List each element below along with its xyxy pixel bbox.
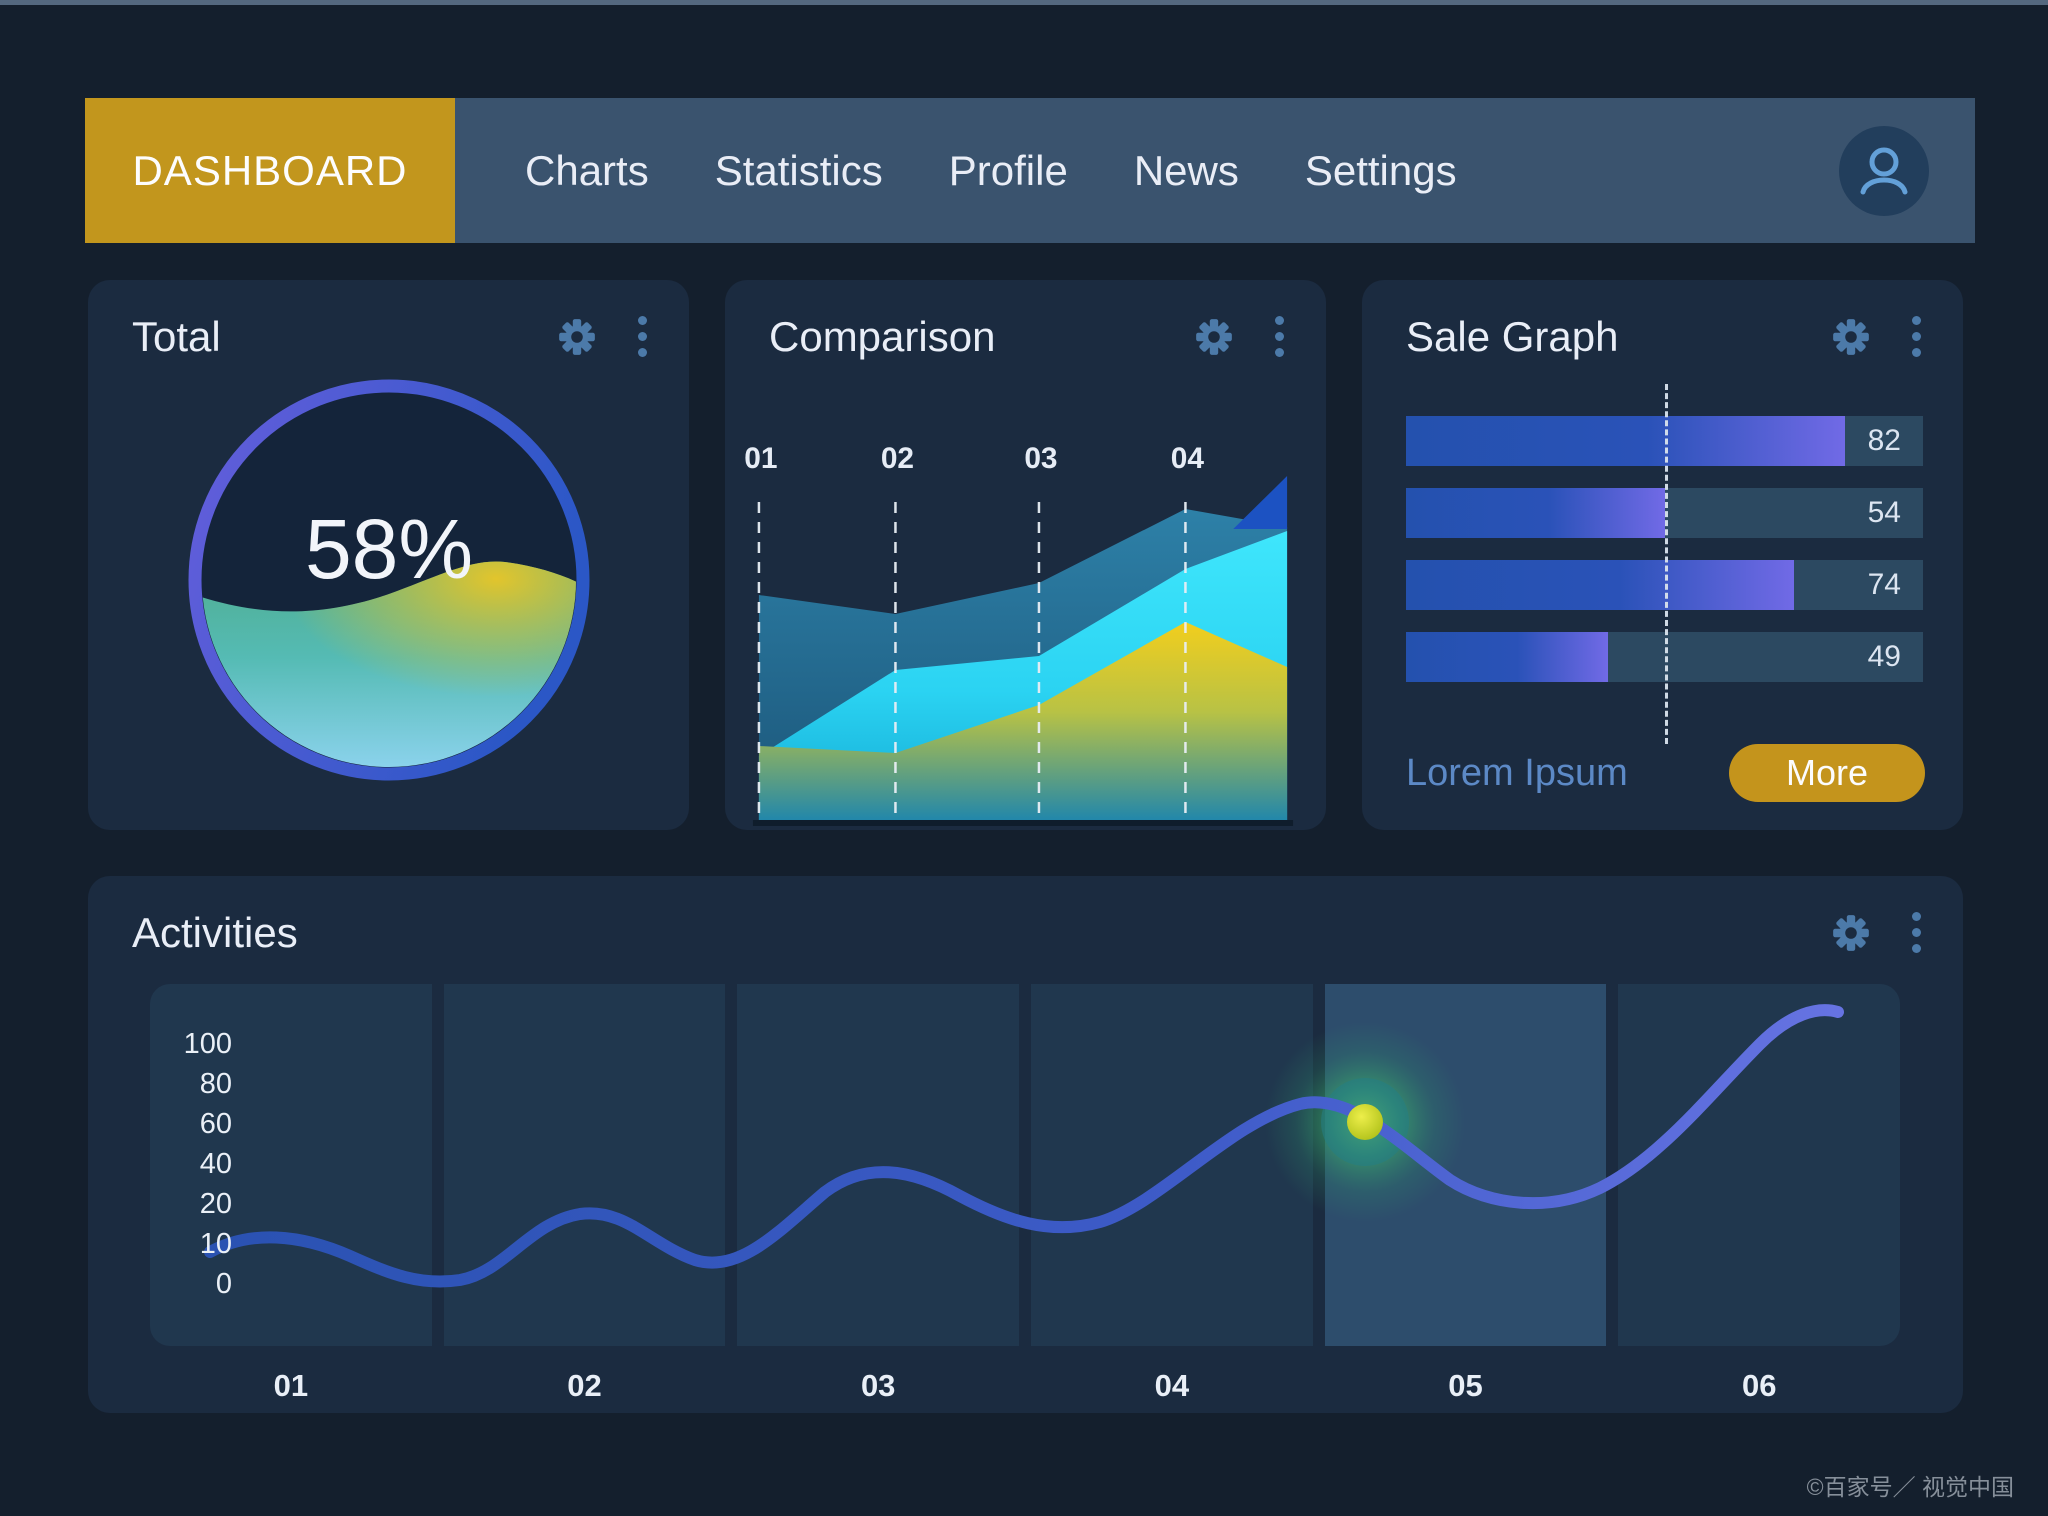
nav-item-statistics[interactable]: Statistics — [714, 146, 883, 194]
comparison-area-chart: 01 02 03 04 — [744, 442, 1294, 826]
x-label-05: 05 — [1448, 1368, 1483, 1403]
y-tick: 60 — [199, 1108, 232, 1140]
navbar: DASHBOARD Charts Statistics Profile News… — [85, 98, 1975, 243]
sale-bar-value: 54 — [1867, 496, 1901, 529]
dashboard-label: DASHBOARD — [132, 146, 408, 194]
column-panel-04 — [1031, 984, 1313, 1346]
sale-bar-value: 49 — [1867, 640, 1901, 673]
y-tick: 100 — [183, 1028, 232, 1060]
sale-graph-card-title: Sale Graph — [1406, 312, 1619, 360]
settings-gear-icon[interactable] — [1830, 316, 1872, 358]
user-profile-button[interactable] — [1839, 125, 1929, 216]
sale-bar-value: 82 — [1867, 424, 1901, 457]
more-options-icon[interactable] — [1908, 908, 1925, 957]
y-tick: 80 — [199, 1068, 232, 1100]
activities-card-title: Activities — [132, 908, 298, 956]
top-edge-strip — [0, 0, 2048, 5]
sale-bar-fill — [1406, 488, 1665, 538]
nav-item-news[interactable]: News — [1133, 146, 1239, 194]
sale-bar-value: 74 — [1867, 568, 1901, 601]
sale-note-text: Lorem Ipsum — [1406, 751, 1628, 794]
activities-line — [204, 1004, 1844, 1288]
settings-gear-icon[interactable] — [556, 316, 598, 358]
x-axis-labels: 01 02 03 04 05 06 — [150, 1368, 1900, 1404]
nav-item-settings[interactable]: Settings — [1304, 146, 1457, 194]
total-card: Total — [88, 280, 689, 830]
total-gauge: 58% — [179, 366, 599, 801]
y-tick: 40 — [199, 1148, 232, 1180]
total-card-title: Total — [132, 312, 221, 360]
x-label-02: 02 — [567, 1368, 602, 1403]
x-label-03: 03 — [860, 1368, 896, 1403]
sale-bar-fill — [1406, 416, 1846, 466]
more-options-icon[interactable] — [634, 312, 651, 361]
nav-item-charts[interactable]: Charts — [525, 146, 649, 194]
chart-column-panels — [150, 984, 1901, 1346]
y-tick: 20 — [199, 1188, 232, 1220]
comparison-x-label-04: 04 — [1171, 442, 1205, 475]
comparison-card: Comparison — [725, 280, 1326, 830]
y-axis-labels: 100 80 60 40 20 10 0 — [172, 984, 232, 1346]
column-panel-02 — [443, 984, 726, 1346]
more-options-icon[interactable] — [1908, 312, 1925, 361]
comparison-x-label-02: 02 — [881, 442, 914, 475]
highlight-point — [1347, 1104, 1383, 1140]
sale-graph-card: Sale Graph — [1362, 280, 1963, 830]
watermark: ©百家号／ 视觉中国 — [1806, 1474, 2014, 1500]
x-label-06: 06 — [1741, 1368, 1777, 1403]
comparison-x-label-01: 01 — [744, 442, 777, 475]
tab-dashboard[interactable]: DASHBOARD — [85, 98, 455, 243]
sale-bar-fill — [1406, 560, 1794, 610]
sale-bars-chart: 82 54 74 49 — [1406, 384, 1923, 744]
more-options-icon[interactable] — [1271, 312, 1288, 361]
activities-card: Activities — [88, 876, 1963, 1413]
column-panel-01 — [150, 984, 432, 1346]
y-tick: 10 — [199, 1228, 232, 1260]
x-label-04: 04 — [1154, 1368, 1190, 1403]
nav-links: Charts Statistics Profile News Settings — [525, 98, 1457, 243]
column-panel-03 — [737, 984, 1020, 1346]
x-label-01: 01 — [273, 1368, 309, 1403]
nav-item-profile[interactable]: Profile — [948, 146, 1068, 194]
more-button[interactable]: More — [1729, 744, 1925, 802]
cards-row: Total — [88, 280, 1963, 830]
user-icon — [1860, 147, 1908, 194]
comparison-x-label-03: 03 — [1024, 442, 1057, 475]
activities-line-chart: 100 80 60 40 20 10 0 — [150, 984, 1901, 1346]
total-percentage-value: 58% — [304, 502, 472, 596]
comparison-card-title: Comparison — [769, 312, 996, 360]
y-tick: 0 — [215, 1268, 232, 1300]
reference-dashed-line — [1664, 384, 1668, 744]
settings-gear-icon[interactable] — [1193, 316, 1235, 358]
sale-bar-fill — [1406, 632, 1608, 682]
settings-gear-icon[interactable] — [1830, 912, 1872, 954]
